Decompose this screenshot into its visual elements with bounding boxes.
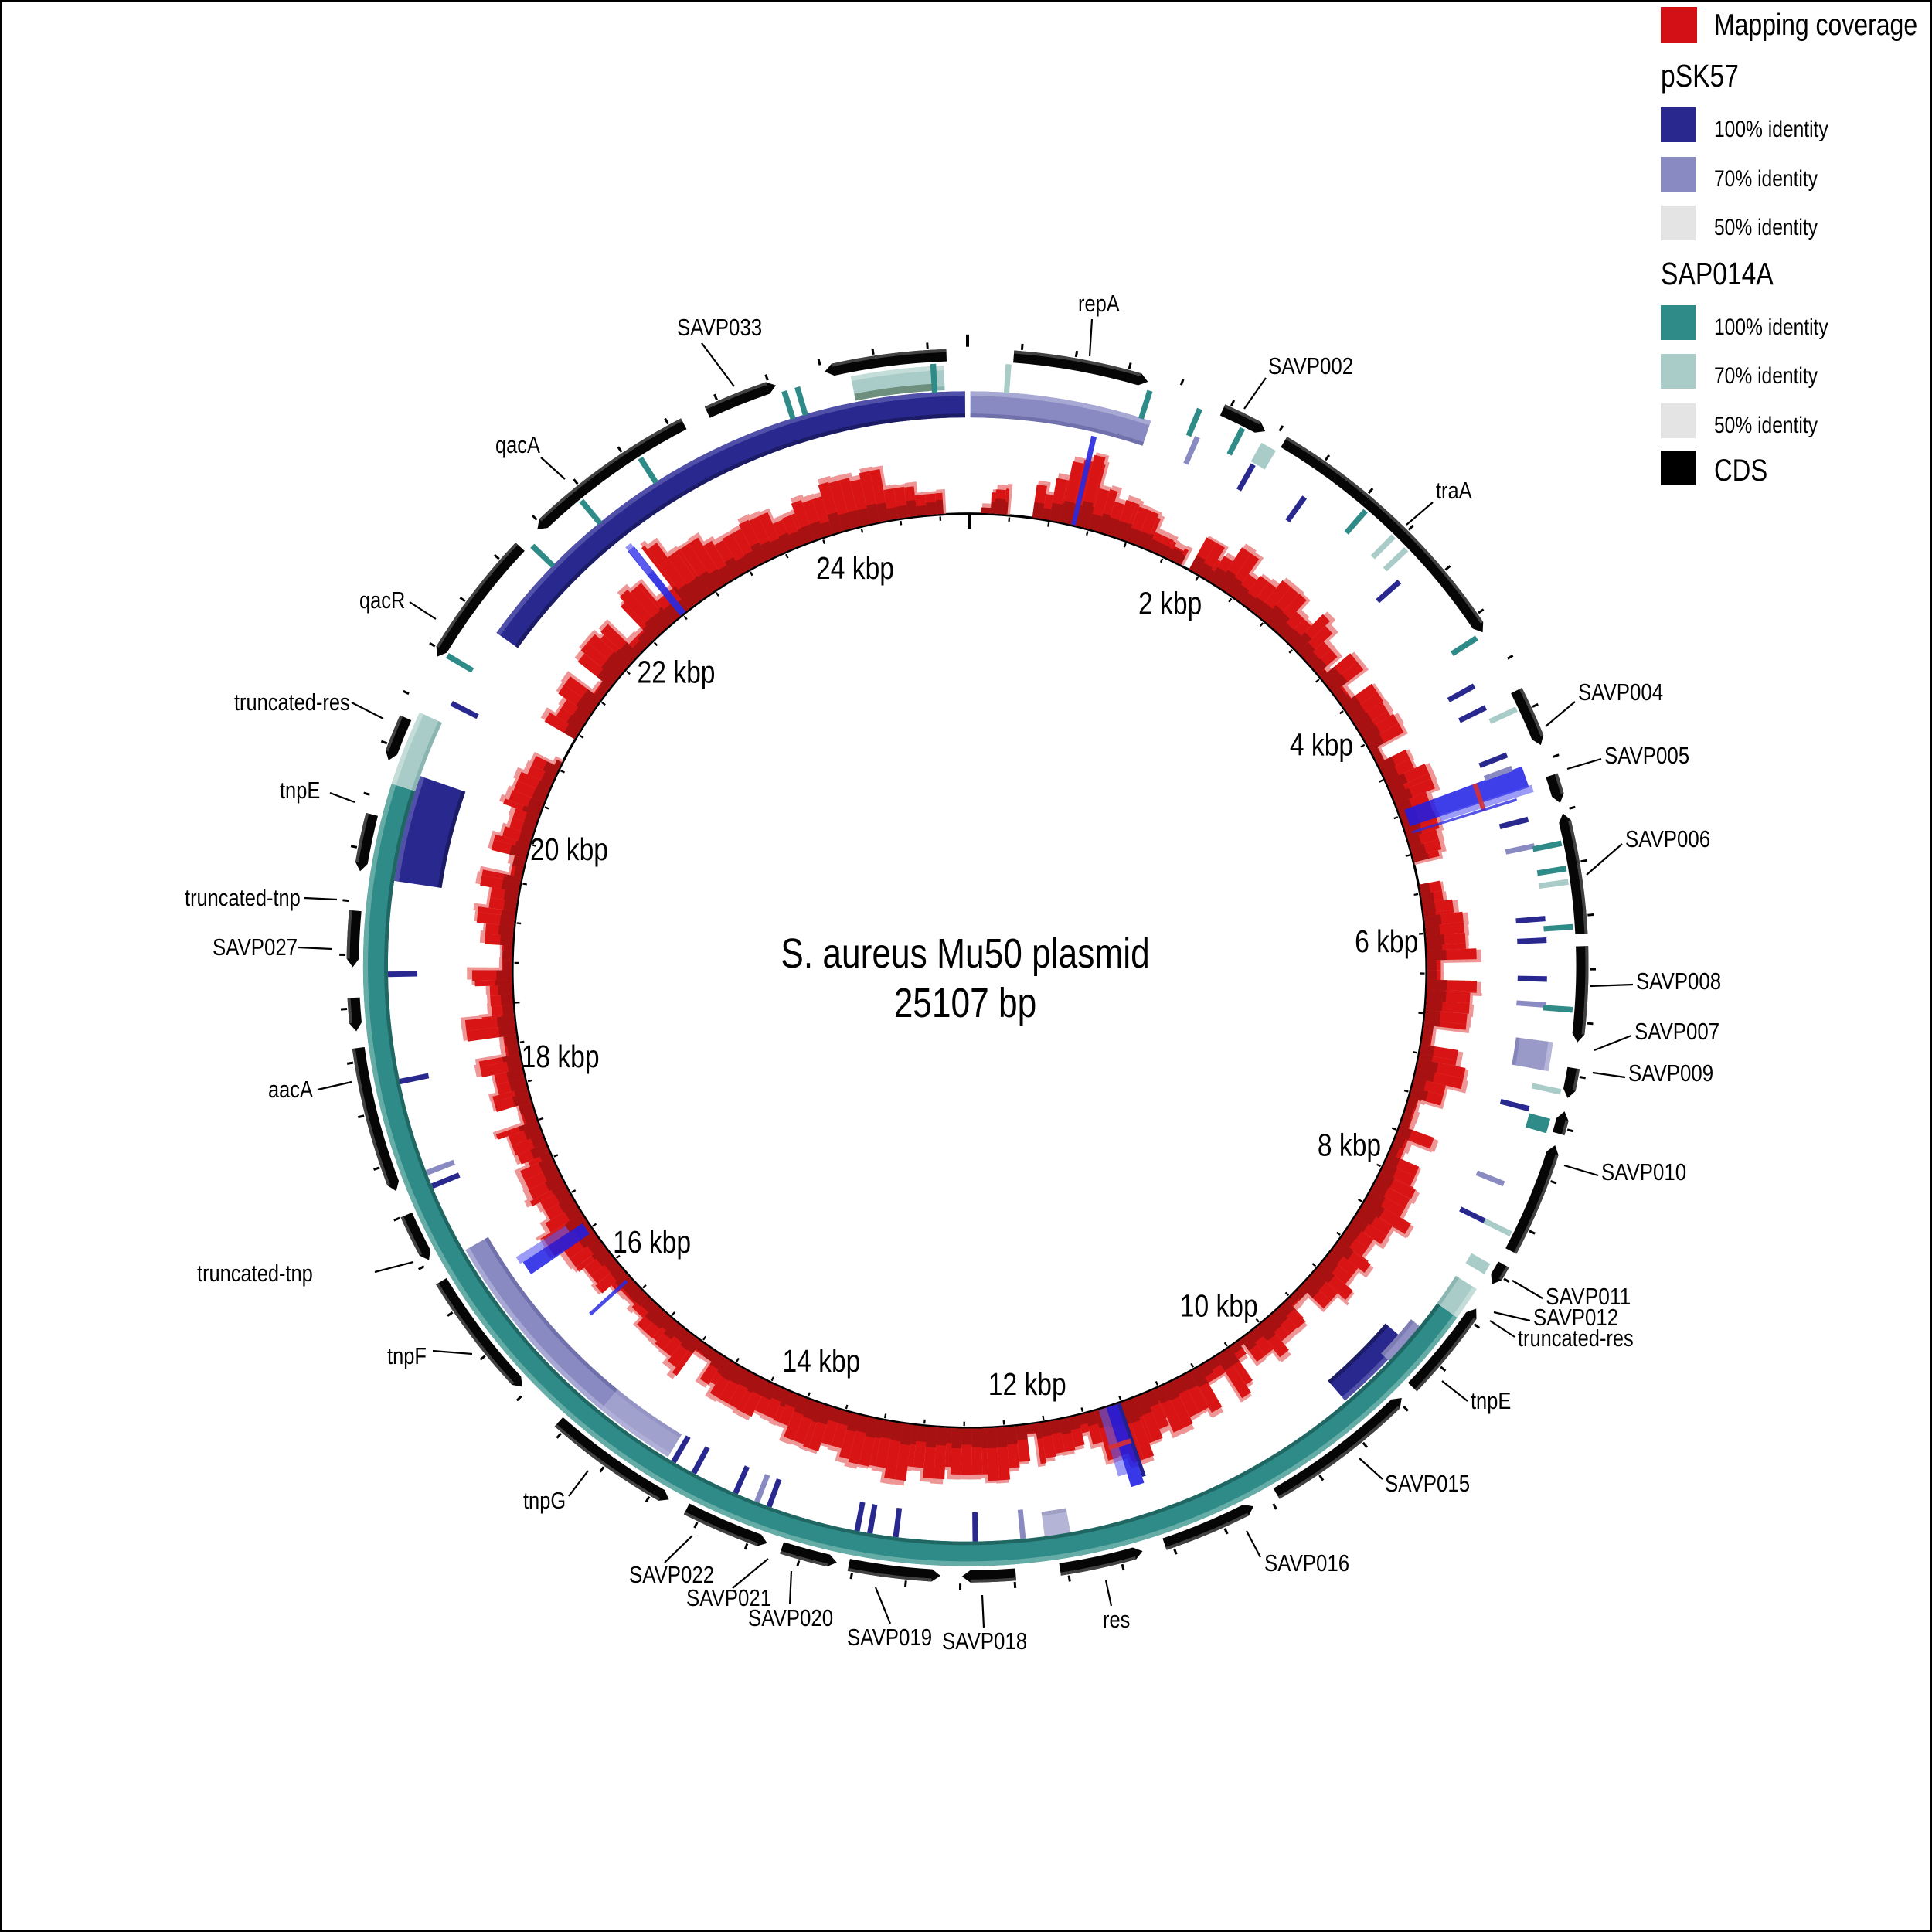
svg-text:qacA: qacA [495,431,540,458]
svg-text:100% identity: 100% identity [1714,315,1828,340]
svg-text:50% identity: 50% identity [1714,215,1818,240]
svg-text:SAVP015: SAVP015 [1385,1470,1470,1497]
svg-text:SAVP027: SAVP027 [213,934,298,961]
svg-text:SAVP010: SAVP010 [1601,1158,1686,1185]
svg-text:pSK57: pSK57 [1661,58,1739,94]
svg-text:SAVP011: SAVP011 [1546,1283,1631,1310]
svg-text:CDS: CDS [1714,454,1767,488]
svg-text:12 kbp: 12 kbp [988,1366,1066,1402]
svg-text:tnpE: tnpE [280,777,320,804]
svg-text:aacA: aacA [268,1076,313,1103]
svg-text:14 kbp: 14 kbp [782,1343,860,1379]
svg-text:24 kbp: 24 kbp [816,550,894,586]
svg-text:SAVP016: SAVP016 [1264,1549,1349,1577]
svg-text:tnpF: tnpF [387,1342,427,1369]
svg-text:16 kbp: 16 kbp [613,1224,691,1260]
svg-text:SAVP009: SAVP009 [1628,1060,1713,1087]
svg-text:70% identity: 70% identity [1714,363,1818,389]
svg-text:traA: traA [1436,477,1472,504]
svg-text:SAVP018: SAVP018 [942,1628,1027,1655]
svg-text:4 kbp: 4 kbp [1290,726,1353,762]
svg-text:repA: repA [1078,290,1120,317]
svg-text:truncated-tnp: truncated-tnp [197,1260,313,1287]
svg-text:tnpG: tnpG [523,1487,566,1514]
svg-text:25107 bp: 25107 bp [894,980,1037,1026]
svg-text:18 kbp: 18 kbp [522,1039,600,1074]
svg-text:S. aureus Mu50 plasmid: S. aureus Mu50 plasmid [781,930,1149,977]
svg-text:SAVP005: SAVP005 [1604,742,1689,769]
svg-text:22 kbp: 22 kbp [638,655,716,690]
svg-text:SAVP012: SAVP012 [1533,1304,1618,1331]
svg-text:SAVP008: SAVP008 [1636,968,1721,995]
svg-text:truncated-tnp: truncated-tnp [185,884,301,911]
svg-text:SAVP033: SAVP033 [677,314,762,341]
svg-text:6 kbp: 6 kbp [1355,923,1418,959]
svg-text:SAVP021: SAVP021 [686,1584,771,1611]
svg-text:SAVP006: SAVP006 [1625,825,1710,852]
svg-text:SAVP002: SAVP002 [1268,352,1353,379]
svg-text:70% identity: 70% identity [1714,166,1818,192]
svg-text:2 kbp: 2 kbp [1138,586,1202,621]
svg-text:100% identity: 100% identity [1714,117,1828,142]
svg-text:50% identity: 50% identity [1714,413,1818,438]
svg-text:truncated-res: truncated-res [1518,1325,1634,1352]
svg-text:SAVP007: SAVP007 [1634,1018,1719,1045]
svg-text:SAVP004: SAVP004 [1578,679,1663,706]
svg-text:8 kbp: 8 kbp [1318,1127,1381,1162]
svg-text:tnpE: tnpE [1471,1387,1511,1414]
svg-text:10 kbp: 10 kbp [1180,1287,1258,1323]
svg-text:SAVP020: SAVP020 [748,1604,833,1631]
svg-text:SAP014A: SAP014A [1661,256,1774,291]
svg-text:Mapping coverage: Mapping coverage [1714,9,1917,42]
svg-text:truncated-res: truncated-res [234,689,350,716]
svg-text:SAVP019: SAVP019 [847,1624,932,1651]
svg-text:20 kbp: 20 kbp [530,832,608,867]
svg-text:qacR: qacR [359,587,405,614]
svg-text:SAVP022: SAVP022 [629,1561,714,1588]
svg-text:res: res [1103,1606,1130,1633]
